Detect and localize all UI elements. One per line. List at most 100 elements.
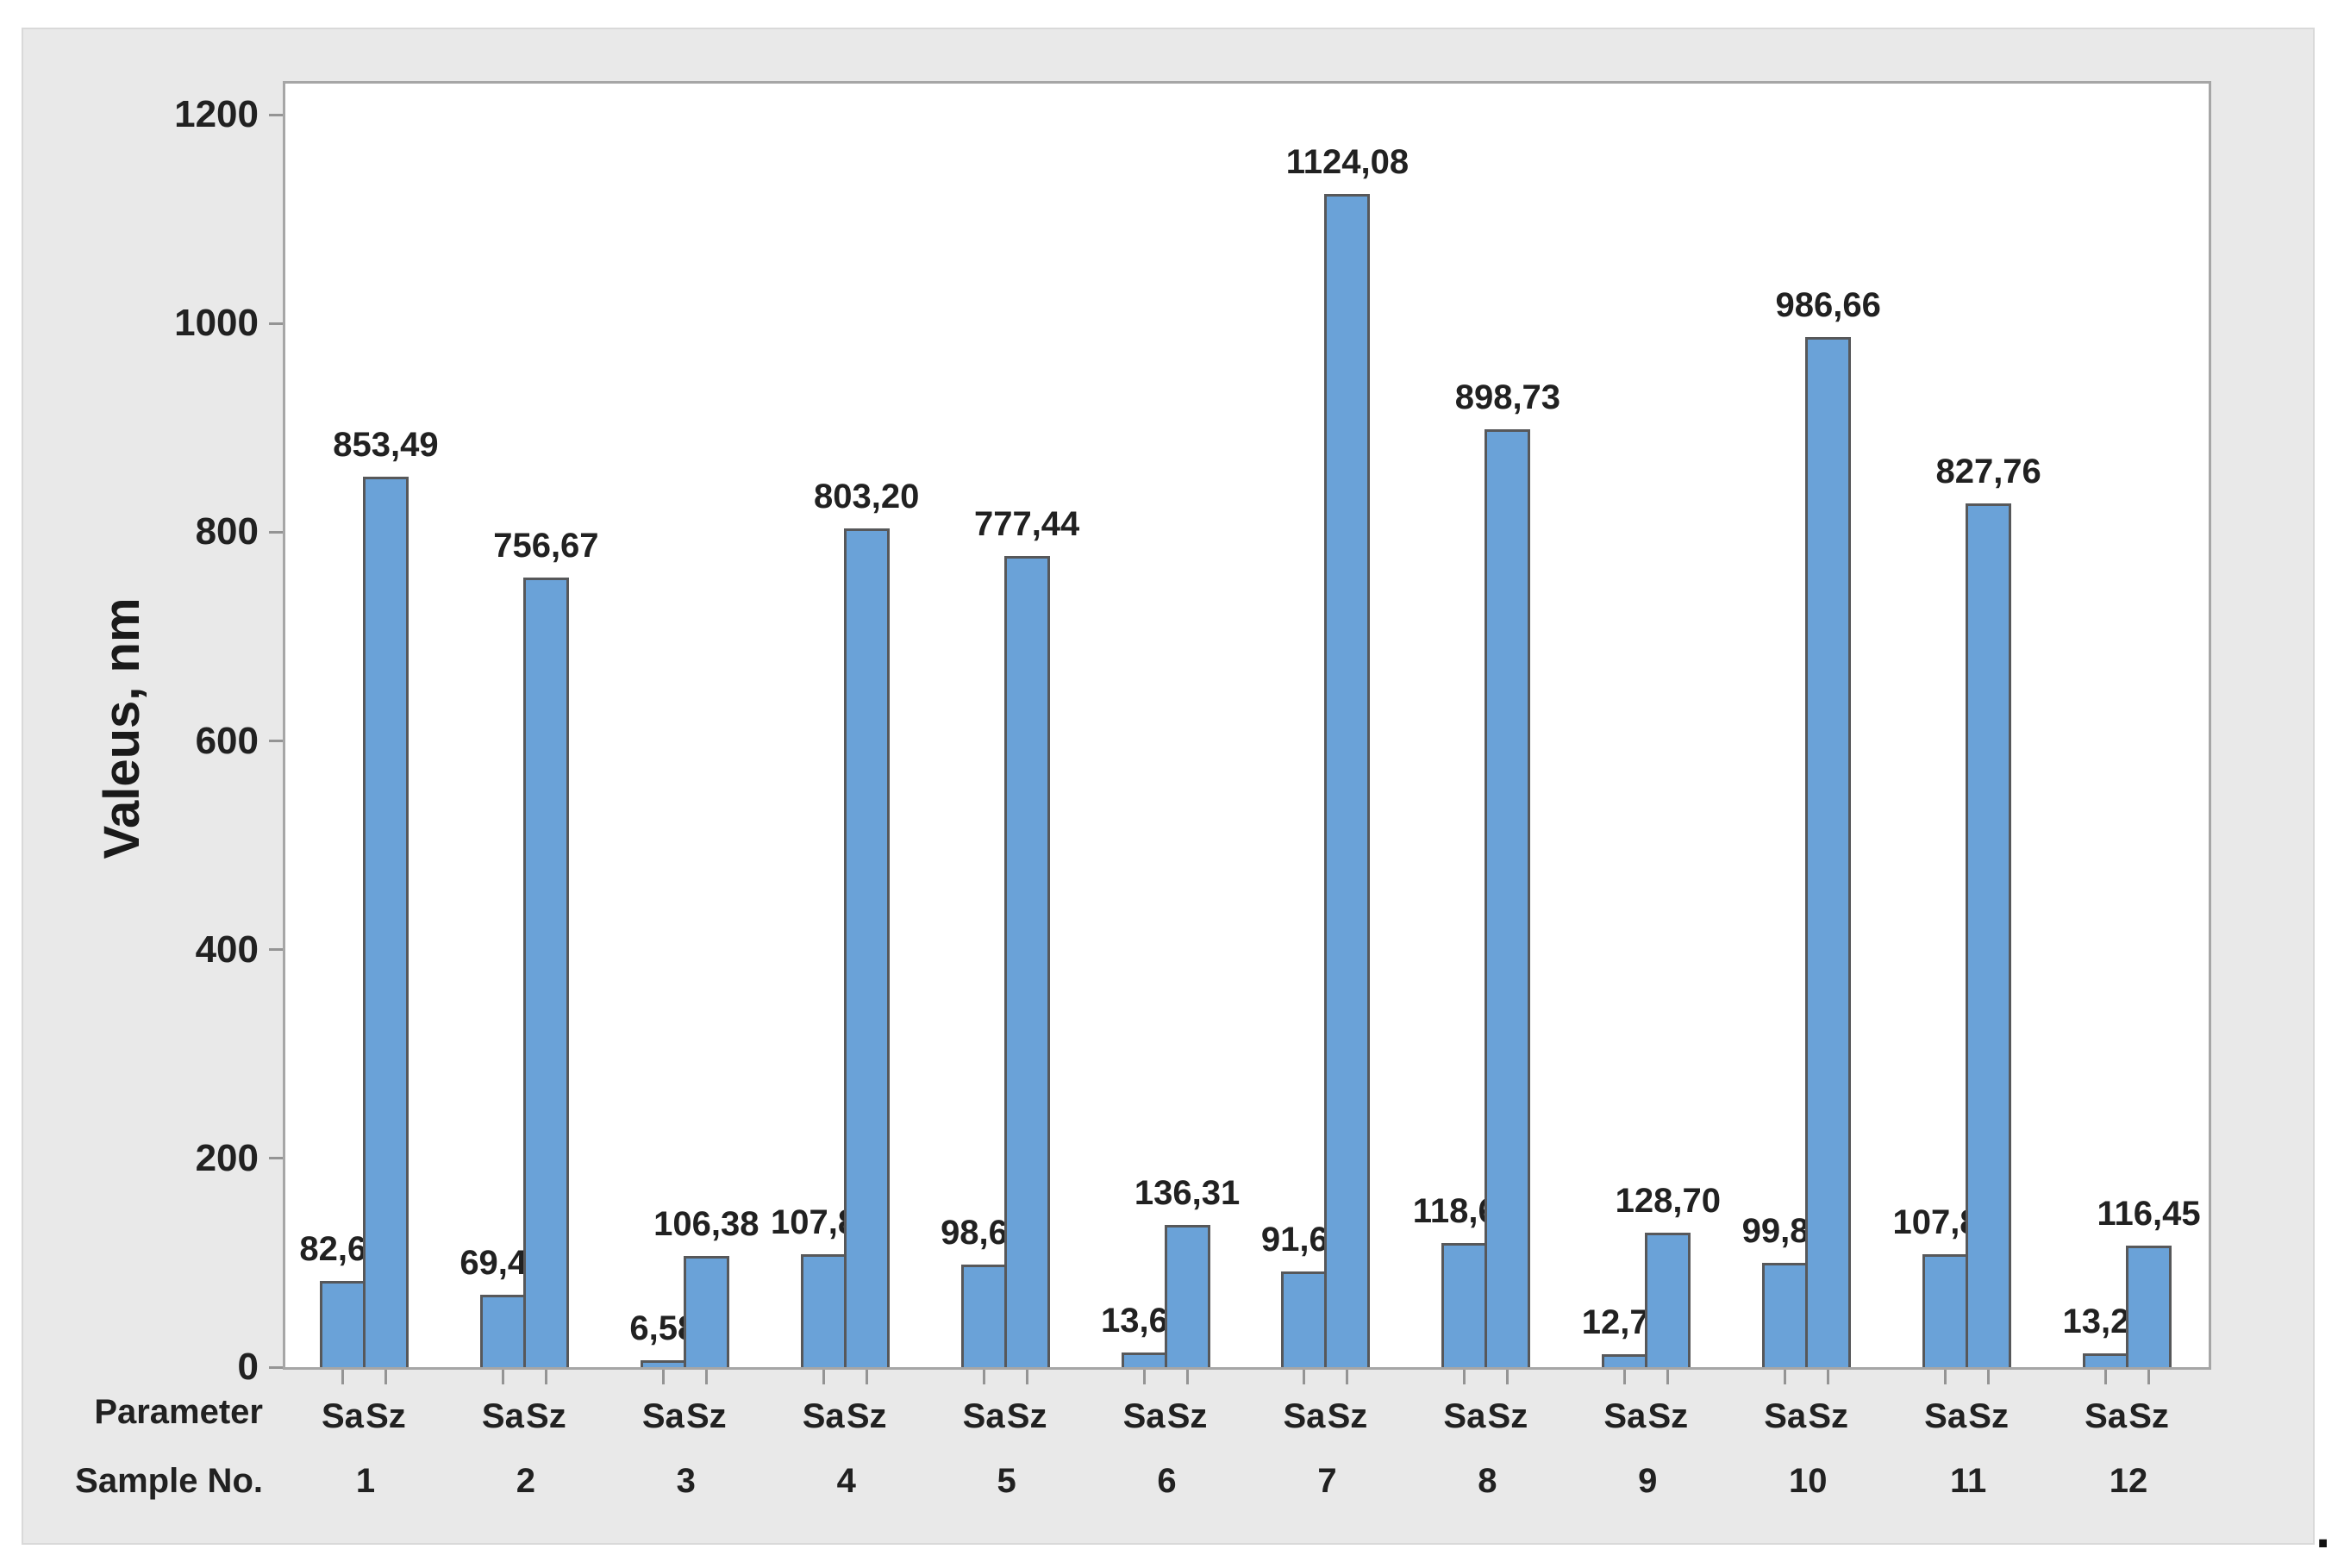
parameter-label-sa-sample-9: Sa bbox=[1603, 1397, 1647, 1435]
x-tick-mark-sa-sample-4 bbox=[822, 1370, 825, 1384]
y-tick-mark-800 bbox=[269, 530, 283, 534]
parameter-label-sz-sample-4: Sz bbox=[846, 1397, 887, 1435]
bar-sa-sample-8 bbox=[1441, 1243, 1488, 1367]
y-tick-label-800: 800 bbox=[195, 510, 259, 553]
x-tick-mark-sz-sample-5 bbox=[1025, 1370, 1028, 1384]
bar-sa-sample-1 bbox=[319, 1280, 366, 1367]
y-tick-mark-400 bbox=[269, 948, 283, 952]
parameter-label-sa-sample-2: Sa bbox=[481, 1397, 524, 1435]
x-tick-mark-sz-sample-6 bbox=[1185, 1370, 1189, 1384]
sample-number-10: 10 bbox=[1788, 1462, 1828, 1500]
y-tick-mark-600 bbox=[269, 740, 283, 742]
value-label-sa-sample-5: 98,65 bbox=[941, 1213, 1028, 1252]
parameter-label-sz-sample-12: Sz bbox=[2128, 1397, 2169, 1435]
value-label-sz-sample-8: 898,73 bbox=[1454, 378, 1561, 416]
value-label-sa-sample-2: 69,41 bbox=[459, 1243, 547, 1282]
parameter-label-sa-sample-11: Sa bbox=[1924, 1397, 1967, 1435]
parameter-label-sz-sample-9: Sz bbox=[1647, 1397, 1689, 1435]
value-label-sa-sample-9: 12,77 bbox=[1581, 1303, 1668, 1341]
sample-number-11: 11 bbox=[1949, 1462, 1987, 1500]
sample-number-9: 9 bbox=[1638, 1462, 1658, 1500]
x-axis-row-label-parameter: Parameter bbox=[94, 1393, 263, 1431]
y-tick-mark-0 bbox=[269, 1365, 283, 1369]
bar-sa-sample-4 bbox=[800, 1254, 847, 1367]
value-label-sz-sample-7: 1124,08 bbox=[1285, 142, 1410, 181]
x-tick-mark-sa-sample-10 bbox=[1784, 1370, 1787, 1384]
sample-number-12: 12 bbox=[2109, 1462, 2148, 1500]
parameter-label-sa-sample-7: Sa bbox=[1283, 1397, 1326, 1435]
bar-sa-sample-3 bbox=[640, 1360, 686, 1367]
y-tick-label-0: 0 bbox=[237, 1346, 259, 1388]
sample-number-3: 3 bbox=[676, 1462, 696, 1500]
parameter-label-sa-sample-8: Sa bbox=[1443, 1397, 1486, 1435]
value-label-sz-sample-4: 803,20 bbox=[814, 478, 920, 516]
value-label-sa-sample-6: 13,65 bbox=[1100, 1302, 1188, 1340]
parameter-label-sa-sample-10: Sa bbox=[1764, 1397, 1807, 1435]
x-tick-mark-sa-sample-3 bbox=[661, 1370, 665, 1384]
sample-number-4: 4 bbox=[836, 1462, 856, 1500]
x-axis-row-label-sample-no: Sample No. bbox=[75, 1462, 263, 1500]
x-tick-mark-sz-sample-9 bbox=[1666, 1370, 1670, 1384]
y-tick-mark-1000 bbox=[269, 322, 283, 325]
bar-sz-sample-6 bbox=[1164, 1224, 1210, 1367]
bar-sz-sample-3 bbox=[683, 1256, 729, 1367]
parameter-label-sz-sample-7: Sz bbox=[1327, 1397, 1368, 1435]
value-label-sa-sample-3: 6,58 bbox=[629, 1309, 697, 1348]
x-tick-mark-sa-sample-1 bbox=[341, 1370, 344, 1384]
y-tick-mark-200 bbox=[269, 1157, 283, 1160]
y-tick-mark-1200 bbox=[269, 113, 283, 116]
bar-sa-sample-9 bbox=[1602, 1353, 1648, 1367]
y-tick-label-1200: 1200 bbox=[174, 93, 259, 135]
parameter-label-sz-sample-6: Sz bbox=[1166, 1397, 1208, 1435]
bar-sa-sample-10 bbox=[1762, 1263, 1809, 1367]
bar-sa-sample-7 bbox=[1281, 1271, 1328, 1367]
y-tick-label-1000: 1000 bbox=[174, 302, 259, 345]
bar-sz-sample-1 bbox=[362, 476, 409, 1367]
sample-number-2: 2 bbox=[516, 1462, 535, 1500]
parameter-label-sz-sample-5: Sz bbox=[1006, 1397, 1047, 1435]
x-tick-mark-sz-sample-12 bbox=[2147, 1370, 2151, 1384]
x-tick-mark-sz-sample-8 bbox=[1506, 1370, 1510, 1384]
bar-sz-sample-7 bbox=[1324, 193, 1371, 1367]
bar-sa-sample-11 bbox=[1922, 1254, 1969, 1367]
y-tick-label-200: 200 bbox=[195, 1136, 259, 1179]
value-label-sz-sample-6: 136,31 bbox=[1134, 1173, 1241, 1212]
parameter-label-sz-sample-3: Sz bbox=[685, 1397, 727, 1435]
x-tick-mark-sz-sample-11 bbox=[1987, 1370, 1991, 1384]
y-tick-label-600: 600 bbox=[195, 719, 259, 762]
bar-sa-sample-5 bbox=[960, 1264, 1007, 1367]
bar-sz-sample-9 bbox=[1645, 1233, 1691, 1367]
value-label-sz-sample-10: 986,66 bbox=[1775, 286, 1881, 325]
x-tick-mark-sz-sample-2 bbox=[544, 1370, 547, 1384]
value-label-sa-sample-12: 13,27 bbox=[2062, 1302, 2149, 1340]
parameter-label-sa-sample-6: Sa bbox=[1122, 1397, 1166, 1435]
parameter-label-sa-sample-5: Sa bbox=[962, 1397, 1005, 1435]
bar-sz-sample-8 bbox=[1485, 428, 1531, 1367]
sample-number-7: 7 bbox=[1317, 1462, 1337, 1500]
bar-sz-sample-4 bbox=[843, 528, 890, 1367]
sample-number-5: 5 bbox=[997, 1462, 1016, 1500]
x-tick-mark-sa-sample-5 bbox=[982, 1370, 985, 1384]
y-tick-label-400: 400 bbox=[195, 928, 259, 971]
value-label-sz-sample-3: 106,38 bbox=[653, 1205, 759, 1244]
bar-sa-sample-2 bbox=[479, 1294, 526, 1367]
x-tick-mark-sz-sample-10 bbox=[1827, 1370, 1830, 1384]
x-tick-mark-sz-sample-3 bbox=[704, 1370, 708, 1384]
value-label-sz-sample-9: 128,70 bbox=[1615, 1182, 1721, 1221]
parameter-label-sz-sample-10: Sz bbox=[1808, 1397, 1849, 1435]
value-label-sz-sample-2: 756,67 bbox=[493, 526, 599, 565]
x-tick-mark-sa-sample-12 bbox=[2104, 1370, 2108, 1384]
sample-number-8: 8 bbox=[1478, 1462, 1497, 1500]
x-tick-mark-sa-sample-9 bbox=[1623, 1370, 1627, 1384]
parameter-label-sa-sample-1: Sa bbox=[321, 1397, 364, 1435]
x-tick-mark-sz-sample-7 bbox=[1346, 1370, 1349, 1384]
plot-area bbox=[283, 81, 2211, 1370]
x-tick-mark-sa-sample-8 bbox=[1463, 1370, 1466, 1384]
parameter-label-sa-sample-3: Sa bbox=[641, 1397, 684, 1435]
value-label-sz-sample-1: 853,49 bbox=[333, 425, 439, 464]
x-tick-mark-sa-sample-7 bbox=[1303, 1370, 1306, 1384]
trailing-period-text: . bbox=[2316, 1500, 2331, 1559]
parameter-label-sz-sample-2: Sz bbox=[526, 1397, 566, 1435]
value-label-sz-sample-11: 827,76 bbox=[1935, 452, 2041, 490]
